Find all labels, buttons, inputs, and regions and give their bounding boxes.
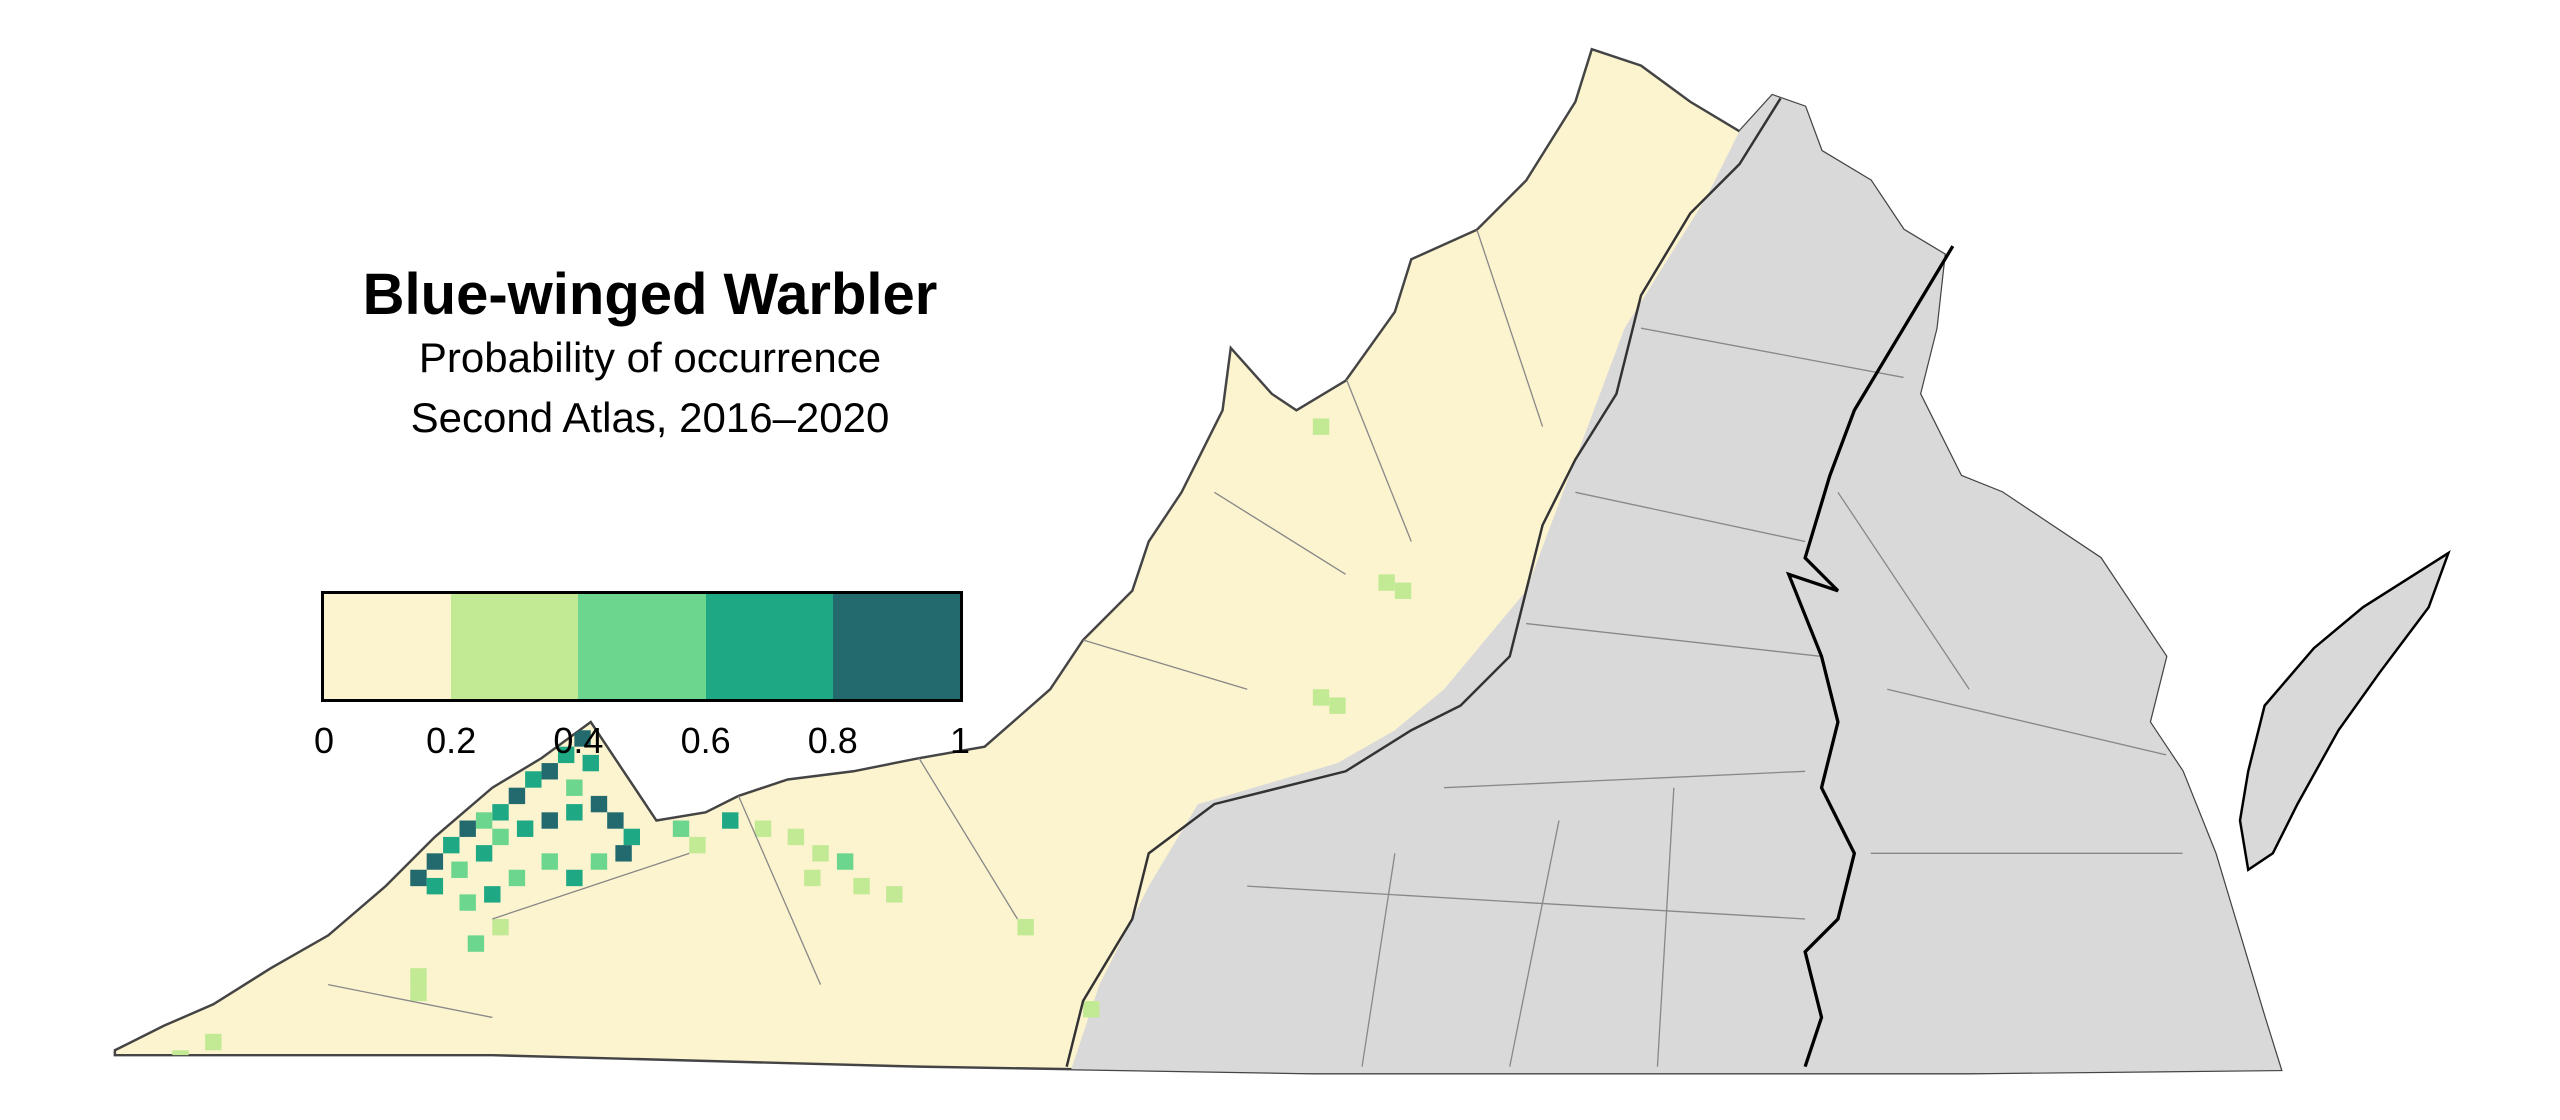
color-bin-4	[832, 594, 961, 699]
probability-cell	[426, 877, 444, 895]
probability-cell	[590, 795, 608, 813]
probability-cell	[205, 1033, 222, 1051]
probability-cell	[484, 886, 501, 903]
probability-cell	[516, 820, 534, 837]
legend: Blue-winged Warbler Probability of occur…	[300, 262, 1000, 761]
probability-cell	[886, 886, 903, 903]
probability-cell	[722, 812, 739, 829]
probability-cell	[525, 771, 542, 788]
color-bin-1	[451, 594, 579, 699]
probability-cell	[410, 869, 427, 887]
probability-cell	[836, 853, 854, 870]
probability-cell	[623, 828, 640, 846]
probability-cell	[812, 845, 829, 862]
probability-cell	[1083, 1001, 1100, 1018]
tick-label: 0.2	[426, 720, 477, 761]
tick-label: 0.4	[553, 720, 604, 761]
probability-cell	[689, 836, 706, 854]
probability-cell	[754, 820, 772, 837]
probability-cell	[492, 828, 509, 846]
probability-cell	[508, 869, 526, 887]
probability-cell	[475, 812, 493, 829]
probability-cells	[172, 418, 1412, 1067]
probability-cell	[607, 812, 624, 829]
tick-label: 0	[313, 720, 335, 761]
probability-cell	[426, 853, 444, 870]
probability-cell	[566, 804, 583, 821]
probability-cell	[541, 853, 558, 870]
probability-cell	[459, 820, 476, 837]
physiographic-boundary	[1065, 97, 1782, 1067]
probability-cell	[582, 754, 599, 772]
eastern-shore	[2238, 550, 2451, 872]
probability-cell	[557, 746, 575, 764]
color-bin-2	[578, 594, 706, 699]
color-scale-ticks: 0 0.2 0.4 0.6 0.8 1	[300, 720, 1000, 770]
probability-cell	[459, 894, 476, 911]
probability-cell	[443, 836, 460, 854]
probability-cell	[672, 820, 690, 837]
probability-cell	[615, 845, 632, 862]
county-lines	[328, 229, 2183, 1067]
probability-cell	[1312, 418, 1330, 435]
probability-cell	[508, 787, 526, 805]
probability-cell	[566, 779, 583, 796]
probability-cell	[787, 828, 805, 846]
probability-cell	[541, 763, 558, 780]
probability-cell	[590, 853, 608, 870]
color-bin-0	[324, 594, 452, 699]
probability-cell	[1312, 689, 1330, 706]
probability-cell	[475, 845, 493, 862]
probability-cell	[492, 918, 509, 936]
probability-cell	[492, 804, 509, 821]
probability-cell	[1394, 582, 1412, 599]
probability-cell	[574, 730, 591, 747]
probability-cell	[1017, 918, 1034, 936]
color-bin-3	[705, 594, 833, 699]
probability-cell	[451, 861, 468, 878]
probability-cell	[853, 877, 870, 895]
fall-line	[1785, 245, 1955, 1068]
map-title: Blue-winged Warbler	[362, 262, 938, 327]
probability-cell	[804, 869, 821, 887]
map-period: Second Atlas, 2016–2020	[410, 394, 890, 441]
color-scale-bar	[321, 591, 963, 702]
probability-cell	[541, 812, 558, 829]
map-subtitle: Probability of occurrence	[418, 334, 882, 381]
probability-cell	[172, 1050, 189, 1067]
probability-cell	[1329, 697, 1346, 714]
probability-cell	[566, 869, 583, 887]
probability-cell	[410, 968, 427, 985]
probability-cell	[467, 935, 485, 952]
tick-label: 0.6	[680, 720, 731, 761]
tick-label: 0.8	[807, 720, 858, 761]
probability-cell	[410, 984, 427, 1002]
probability-cell	[1378, 574, 1395, 591]
tick-label: 1	[949, 720, 971, 761]
